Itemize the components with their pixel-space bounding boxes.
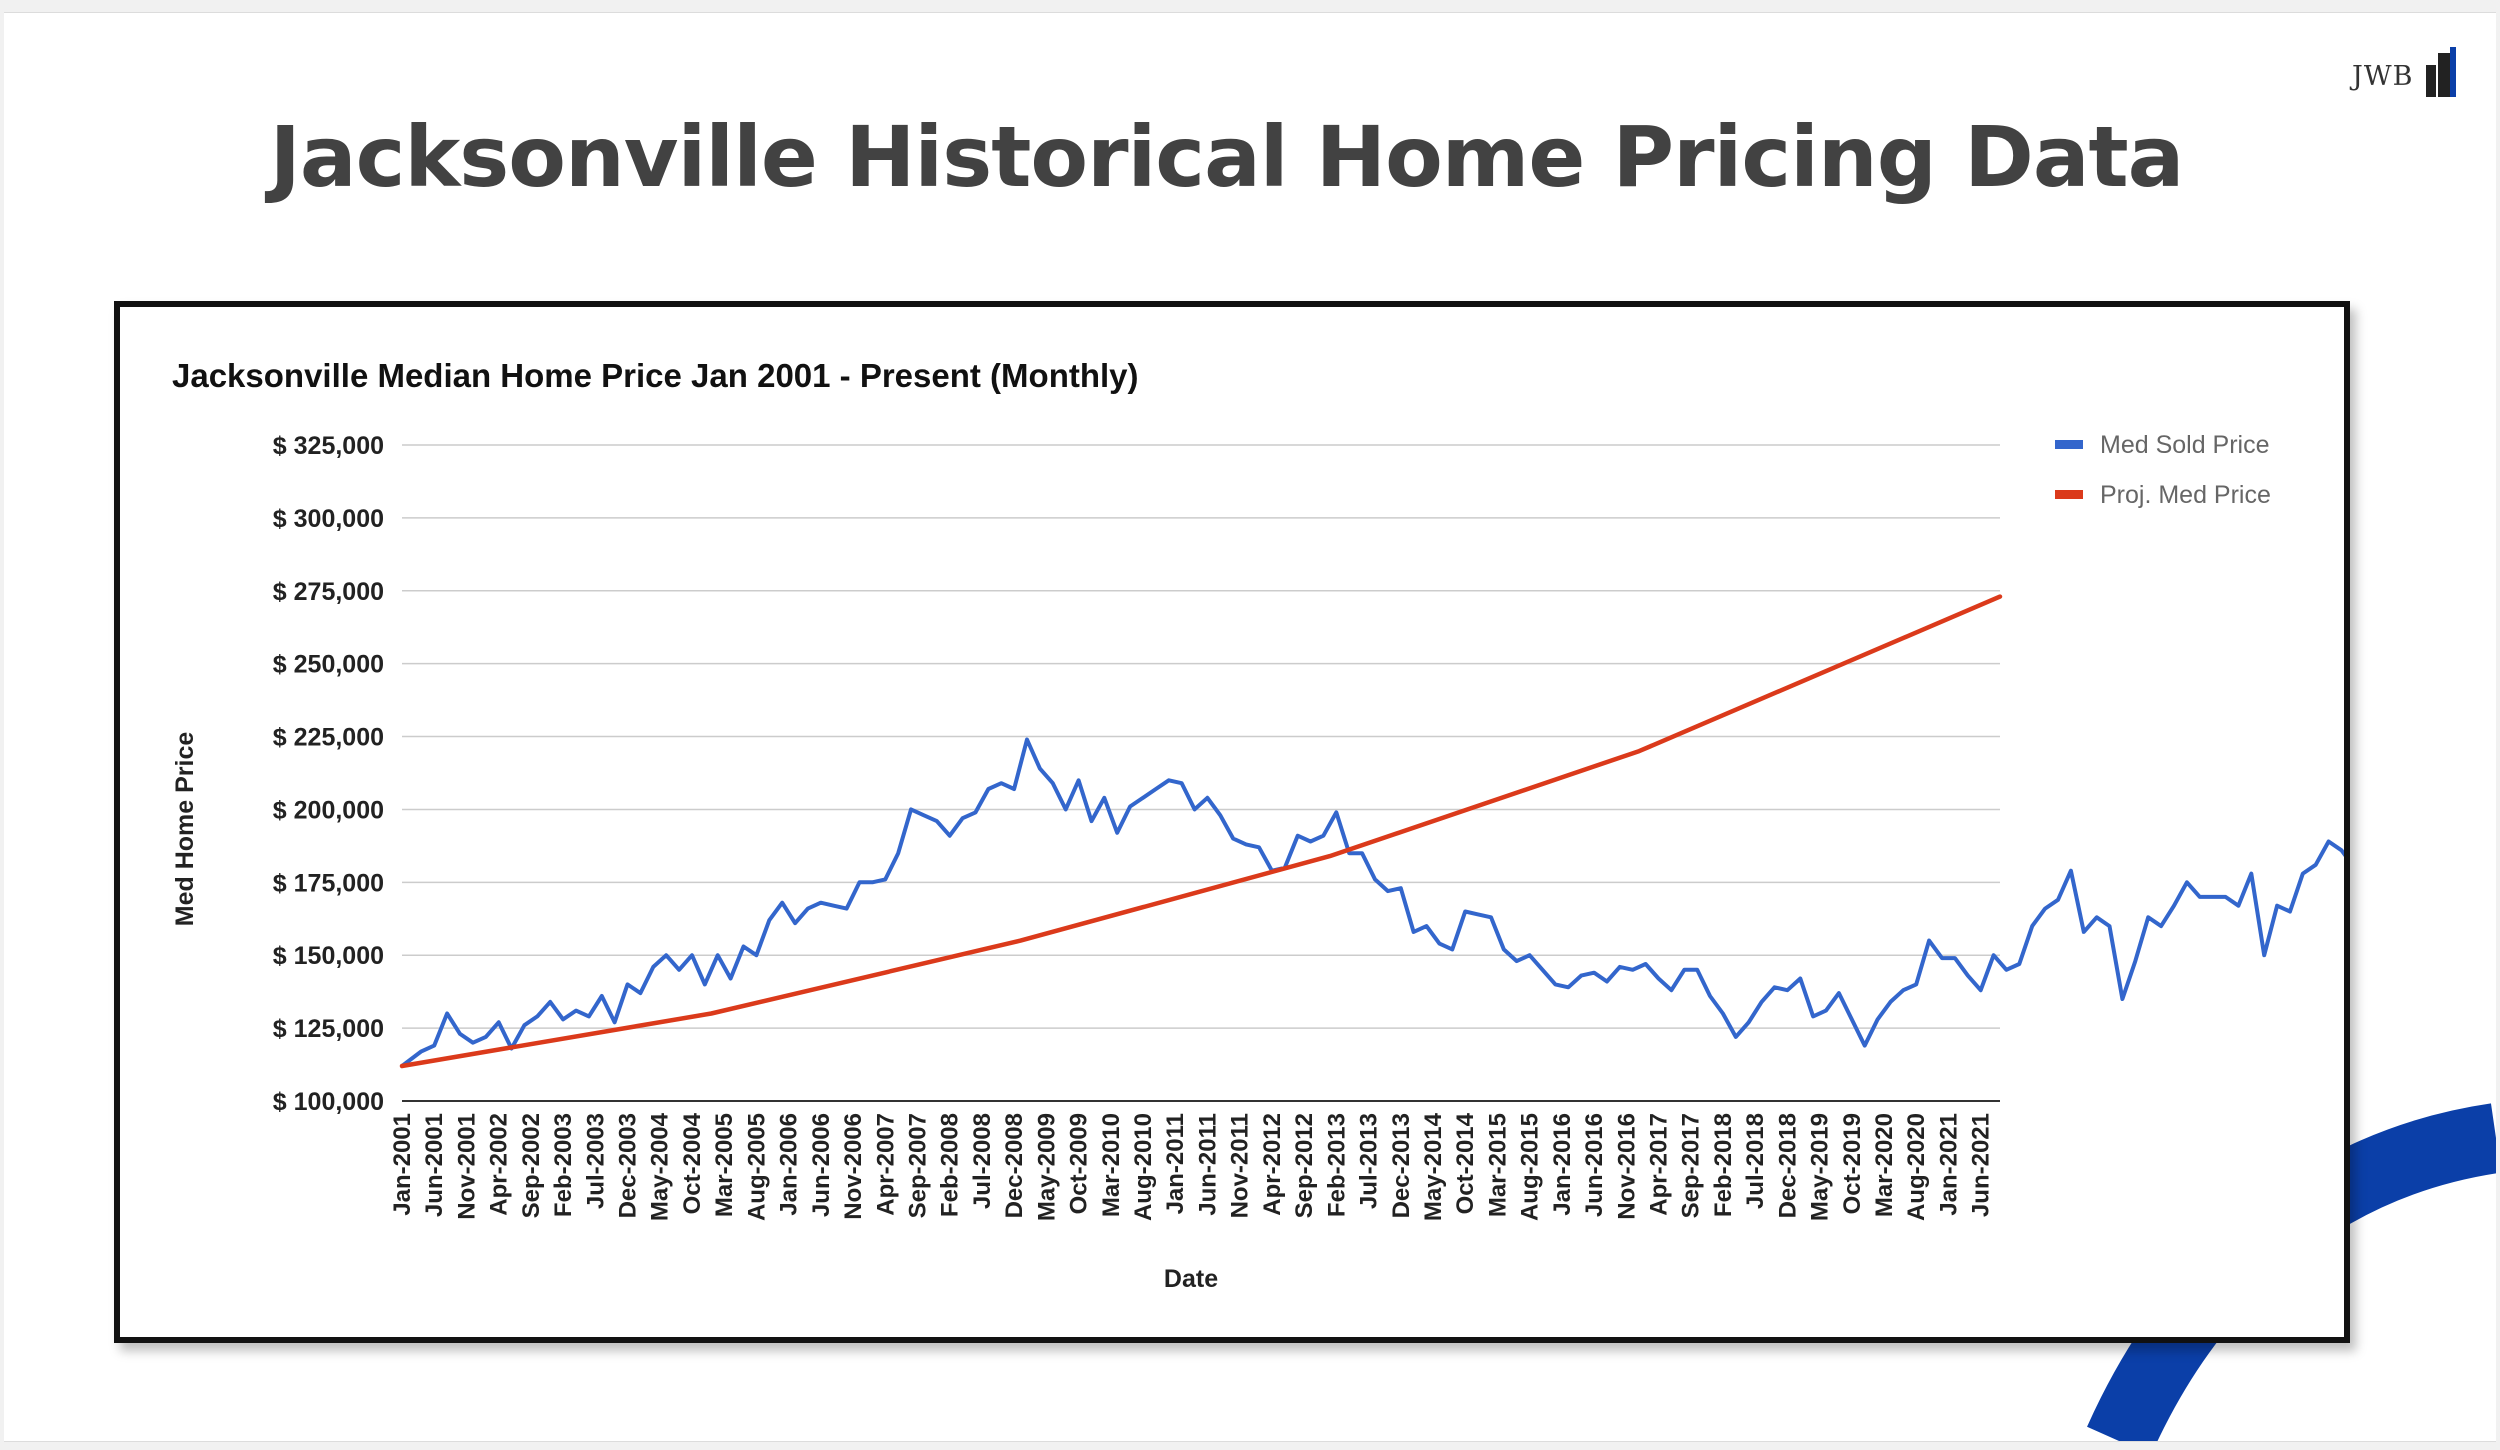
x-tick-label: Jun-2011 xyxy=(1194,1113,1221,1216)
x-tick-label: Jul-2018 xyxy=(1742,1113,1769,1209)
x-tick-label: Sep-2002 xyxy=(518,1113,545,1218)
x-tick-label: Mar-2020 xyxy=(1871,1113,1898,1217)
chart-frame: Jacksonville Median Home Price Jan 2001 … xyxy=(114,301,2350,1343)
y-tick-label: $ 225,000 xyxy=(273,724,384,752)
x-tick-label: Feb-2003 xyxy=(550,1113,577,1217)
x-tick-label: Dec-2008 xyxy=(1001,1113,1028,1218)
x-tick-label: Jan-2001 xyxy=(389,1113,416,1216)
x-tick-label: Jun-2016 xyxy=(1581,1113,1608,1217)
x-tick-label: Nov-2001 xyxy=(453,1113,480,1220)
x-tick-label: Apr-2017 xyxy=(1645,1113,1672,1216)
x-tick-label: Sep-2017 xyxy=(1678,1113,1705,1218)
building-icon xyxy=(2426,47,2456,97)
x-tick-label: Sep-2007 xyxy=(904,1113,931,1218)
legend-label: Med Sold Price xyxy=(2100,431,2270,459)
y-tick-label: $ 325,000 xyxy=(273,432,384,460)
chart-title: Jacksonville Median Home Price Jan 2001 … xyxy=(172,357,1139,394)
x-tick-label: Jun-2001 xyxy=(421,1113,448,1217)
x-tick-label: Mar-2015 xyxy=(1484,1113,1511,1217)
x-tick-label: Feb-2013 xyxy=(1323,1113,1350,1217)
line-chart: Jacksonville Median Home Price Jan 2001 … xyxy=(171,357,2344,1293)
legend-swatch xyxy=(2055,440,2083,449)
y-tick-label: $ 150,000 xyxy=(273,942,384,970)
legend: Med Sold Price Proj. Med Price xyxy=(2055,431,2271,509)
x-tick-label: Apr-2007 xyxy=(872,1113,899,1216)
x-tick-label: Dec-2003 xyxy=(615,1113,642,1218)
x-tick-label: May-2009 xyxy=(1033,1113,1060,1221)
x-tick-label: Feb-2018 xyxy=(1710,1113,1737,1217)
x-axis-label: Date xyxy=(1164,1265,1218,1293)
x-tick-label: Jun-2021 xyxy=(1968,1113,1995,1217)
logo-text: JWB xyxy=(2352,61,2414,92)
x-tick-label: Dec-2018 xyxy=(1774,1113,1801,1218)
x-tick-label: Oct-2004 xyxy=(679,1112,706,1214)
x-tick-label: Jul-2013 xyxy=(1356,1113,1383,1209)
series-line-med-sold-price xyxy=(400,737,2344,1068)
x-tick-label: Jul-2003 xyxy=(582,1113,609,1209)
y-tick-label: $ 250,000 xyxy=(273,651,384,679)
x-tick-label: Jan-2006 xyxy=(776,1113,803,1216)
x-tick-label: Nov-2016 xyxy=(1613,1113,1640,1220)
x-tick-label: May-2004 xyxy=(647,1112,674,1221)
x-tick-label: Oct-2009 xyxy=(1066,1113,1093,1214)
x-tick-label: Nov-2006 xyxy=(840,1113,867,1220)
y-tick-label: $ 175,000 xyxy=(273,869,384,897)
slide-title: Jacksonville Historical Home Pricing Dat… xyxy=(269,108,2185,206)
legend-label: Proj. Med Price xyxy=(2100,481,2271,509)
y-axis-label: Med Home Price xyxy=(171,732,199,927)
x-tick-label: Aug-2020 xyxy=(1903,1113,1930,1221)
x-tick-label: Oct-2014 xyxy=(1452,1112,1479,1214)
gridlines xyxy=(402,444,2000,1102)
y-tick-label: $ 100,000 xyxy=(273,1088,384,1116)
x-tick-label: Oct-2019 xyxy=(1839,1113,1866,1214)
series-line-proj-med-price xyxy=(399,594,2003,1069)
y-axis-ticks: $ 100,000 $ 125,000 $ 150,000 $ 175,000 $ 20… xyxy=(273,432,384,1116)
x-tick-label: Apr-2002 xyxy=(486,1113,513,1216)
x-tick-label: May-2019 xyxy=(1807,1113,1834,1221)
x-tick-label: Aug-2010 xyxy=(1130,1113,1157,1221)
x-tick-label: Apr-2012 xyxy=(1259,1113,1286,1216)
x-tick-label: Dec-2013 xyxy=(1388,1113,1415,1218)
x-tick-label: Jul-2008 xyxy=(969,1113,996,1209)
x-tick-label: Aug-2015 xyxy=(1517,1113,1544,1221)
x-tick-label: Aug-2005 xyxy=(743,1113,770,1221)
series-lines xyxy=(399,594,2344,1069)
x-tick-label: Jan-2021 xyxy=(1935,1113,1962,1216)
x-tick-label: May-2014 xyxy=(1420,1112,1447,1221)
x-axis-ticks: Jan-2001 Jun-2001 Nov-2001 Apr-2002 Sep-2002… xyxy=(389,1112,1995,1221)
x-tick-label: Mar-2010 xyxy=(1098,1113,1125,1217)
x-tick-label: Jun-2006 xyxy=(808,1113,835,1217)
y-tick-label: $ 200,000 xyxy=(273,796,384,824)
y-tick-label: $ 125,000 xyxy=(273,1015,384,1043)
x-tick-label: Nov-2011 xyxy=(1227,1113,1254,1218)
y-tick-label: $ 275,000 xyxy=(273,578,384,606)
y-tick-label: $ 300,000 xyxy=(273,505,384,533)
x-tick-label: Jan-2016 xyxy=(1549,1113,1576,1216)
x-tick-label: Jan-2011 xyxy=(1162,1113,1189,1214)
x-tick-label: Feb-2008 xyxy=(937,1113,964,1217)
slide: Jacksonville Historical Home Pricing Dat… xyxy=(4,12,2496,1442)
x-tick-label: Sep-2012 xyxy=(1291,1113,1318,1218)
x-tick-label: Mar-2005 xyxy=(711,1113,738,1217)
jwb-logo: JWB xyxy=(2352,47,2462,107)
legend-swatch xyxy=(2055,490,2083,499)
